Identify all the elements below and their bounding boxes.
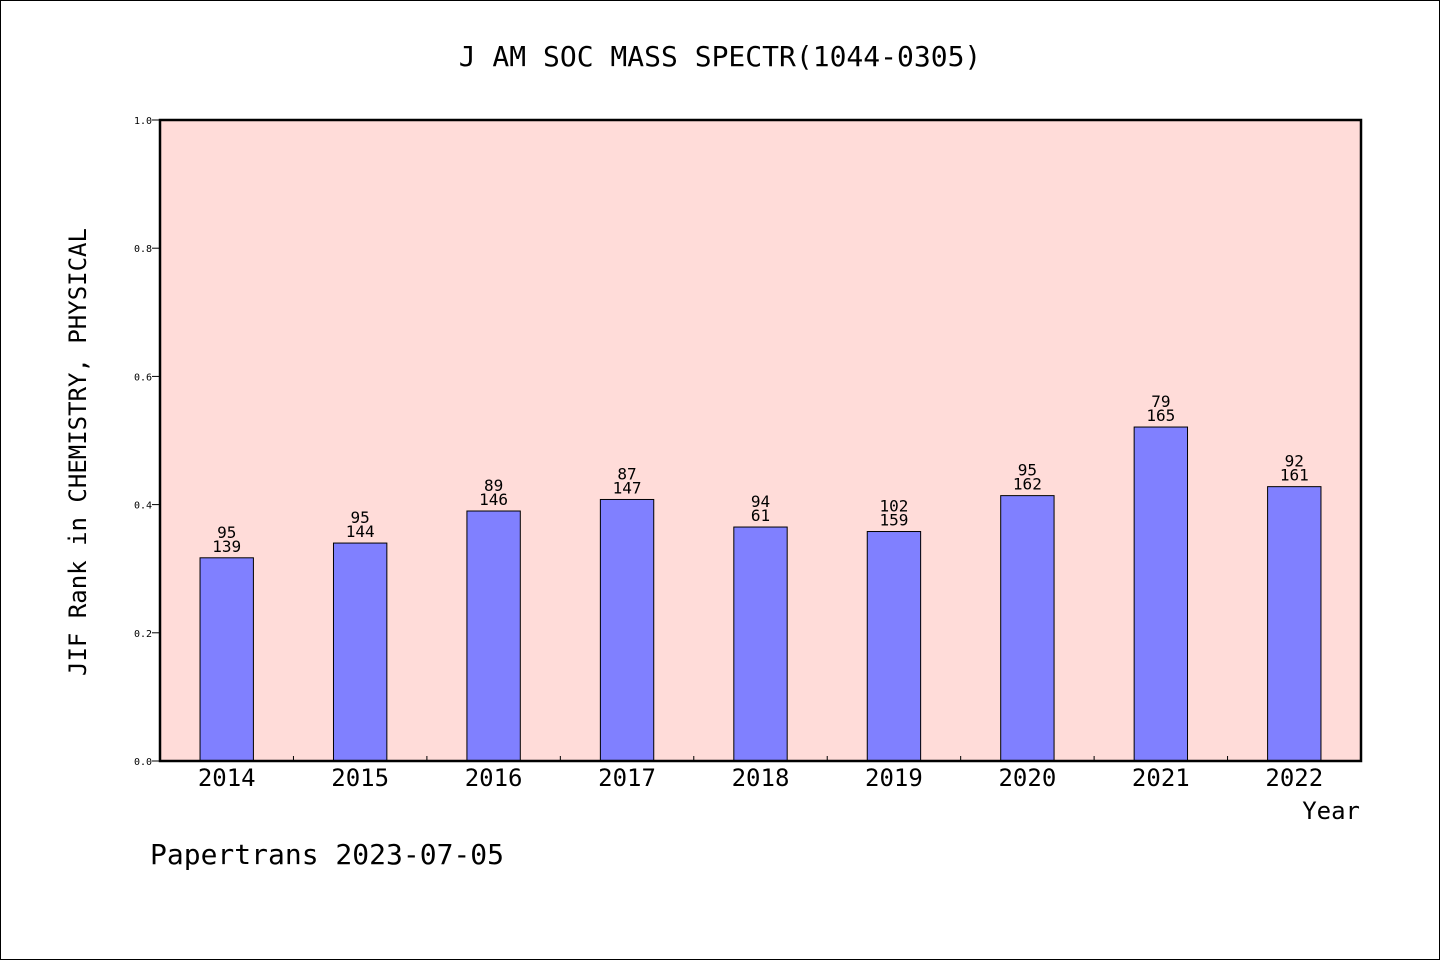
bar-total-label: 159 <box>879 511 908 530</box>
chart-title: J AM SOC MASS SPECTR(1044-0305) <box>459 40 982 73</box>
y-axis-label: JIF Rank in CHEMISTRY, PHYSICAL <box>64 228 92 676</box>
x-tick-label: 2021 <box>1132 764 1190 792</box>
bar-rank-label: 95 <box>351 508 370 527</box>
x-tick-label: 2016 <box>465 764 523 792</box>
bar-rank-label: 79 <box>1151 392 1170 411</box>
bar-total-label: 147 <box>613 478 642 497</box>
bar-2018 <box>733 526 788 762</box>
y-tick-label: 1.0 <box>134 116 152 127</box>
x-axis-label: Year <box>1302 797 1360 825</box>
bar-2014 <box>199 557 254 762</box>
bar-total-label: 162 <box>1013 475 1042 494</box>
bar-total-label: 144 <box>346 522 375 541</box>
x-tick-label: 2022 <box>1265 764 1323 792</box>
x-tick-label: 2017 <box>598 764 656 792</box>
bar-2020 <box>1000 495 1055 762</box>
bar-rank-label: 94 <box>751 492 770 511</box>
bar-total-label: 61 <box>751 506 770 525</box>
bar-rank-label: 102 <box>879 497 908 516</box>
bar-2022 <box>1267 486 1322 762</box>
bar-rank-label: 95 <box>217 523 236 542</box>
bar-total-label: 146 <box>479 490 508 509</box>
y-tick-label: 0.0 <box>134 757 152 768</box>
x-tick-label: 2020 <box>998 764 1056 792</box>
bar-2017 <box>599 498 655 762</box>
x-tick-label: 2018 <box>732 764 790 792</box>
bar-total-label: 165 <box>1146 406 1175 425</box>
footer-text: Papertrans 2023-07-05 <box>150 838 504 871</box>
bar-2015 <box>332 542 388 762</box>
y-tick-label: 0.6 <box>134 372 152 383</box>
x-tick-label: 2015 <box>331 764 389 792</box>
bar-rank-label: 95 <box>1018 461 1037 480</box>
bar-rank-label: 92 <box>1285 452 1304 471</box>
bar-total-label: 139 <box>212 537 241 556</box>
plot-border <box>158 118 1363 763</box>
bar-rank-label: 89 <box>484 476 503 495</box>
bar-2021 <box>1133 426 1189 762</box>
x-tick-label: 2014 <box>198 764 256 792</box>
bar-total-label: 161 <box>1280 466 1309 485</box>
x-tick-label: 2019 <box>865 764 923 792</box>
bar-rank-label: 87 <box>617 464 636 483</box>
y-tick-label: 0.2 <box>134 629 152 640</box>
y-tick-label: 0.4 <box>134 501 152 512</box>
bar-2019 <box>866 531 922 762</box>
bar-2016 <box>466 510 521 762</box>
y-tick-label: 0.8 <box>134 244 152 255</box>
